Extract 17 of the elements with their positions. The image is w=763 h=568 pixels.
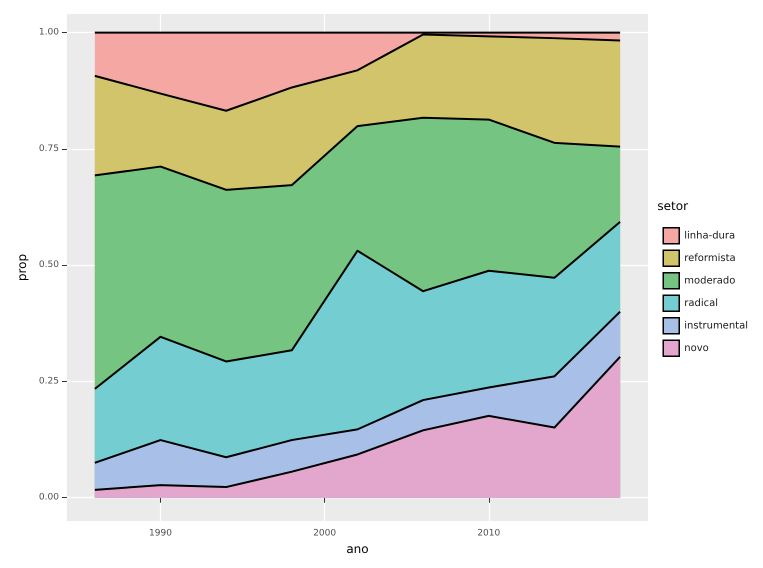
y-axis-title: prop [15,254,29,282]
x-axis-title: ano [346,542,369,556]
x-tick-label: 2010 [477,528,501,538]
y-tick-label: 0.00 [38,492,60,503]
legend-label: novo [684,342,709,354]
legend-label: reformista [684,252,736,264]
legend-label: moderado [684,275,736,286]
legend-label: radical [684,298,718,309]
legend-label: instrumental [684,320,748,332]
y-tick-label: 1.00 [38,28,60,38]
y-tick-label: 0.50 [38,260,60,270]
x-tick-label: 2000 [313,528,336,538]
y-tick-label: 0.25 [38,376,59,386]
legend-label: linha-dura [684,230,736,242]
legend-title: setor [657,199,688,213]
x-tick-label: 1990 [149,528,172,538]
y-tick-label: 0.75 [38,144,59,154]
